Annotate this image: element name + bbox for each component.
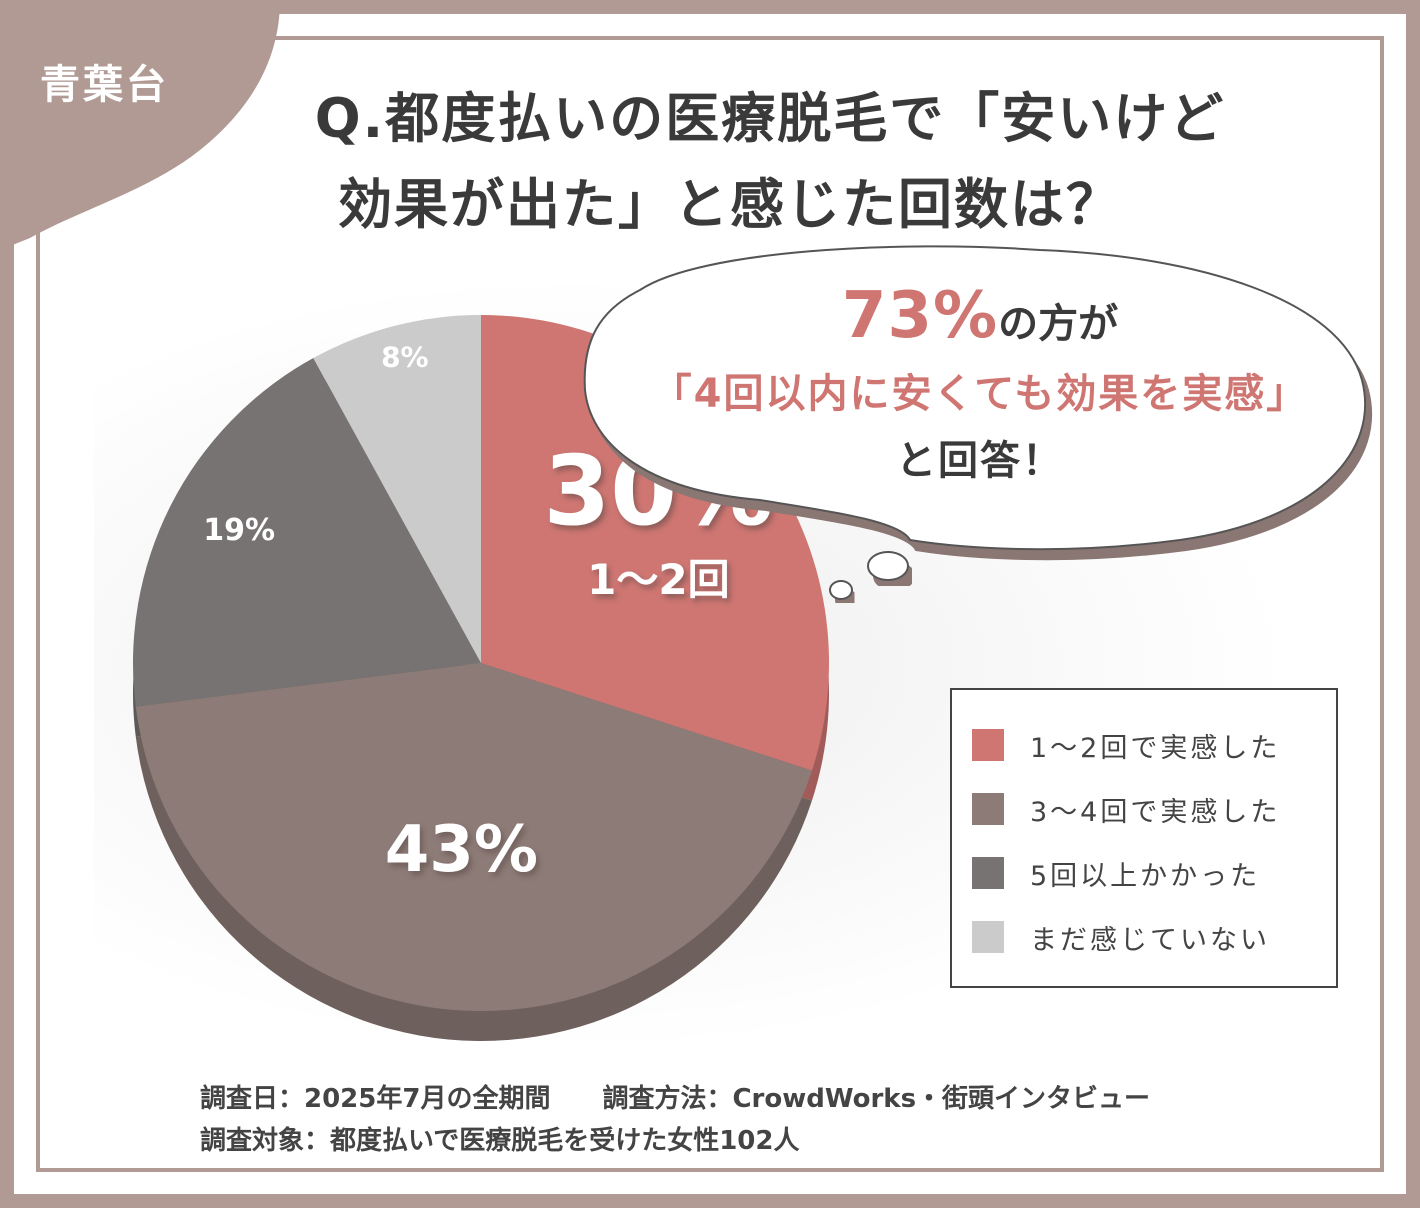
legend-item: 3～4回で実感した: [972, 792, 1281, 828]
title-line-2: 効果が出た」と感じた回数は？: [338, 173, 1122, 236]
legend-item: 1～2回で実感した: [972, 728, 1281, 764]
pie-slice: [313, 315, 481, 663]
slice-percent-label: 43%: [385, 813, 538, 887]
legend-swatch: [972, 921, 1004, 953]
survey-footer: 調査日：2025年7月の全期間 調査方法：CrowdWorks・街頭インタビュー…: [200, 1078, 1150, 1162]
corner-tab: [0, 0, 280, 250]
legend-item: 5回以上かかった: [972, 856, 1261, 892]
footer-line-1: 調査日：2025年7月の全期間 調査方法：CrowdWorks・街頭インタビュー: [200, 1084, 1151, 1114]
legend-label: 1～2回で実感した: [1030, 732, 1281, 764]
legend-swatch: [972, 729, 1004, 761]
slice-sub-label: 1～2回: [587, 555, 729, 604]
legend-label: まだ感じていない: [1030, 924, 1270, 956]
legend-item: まだ感じていない: [972, 920, 1270, 956]
slice-percent-label: 8%: [381, 340, 429, 373]
title-line-1: Q.都度払いの医療脱毛で「安いけど: [314, 87, 1226, 150]
bubble-line3: と回答！: [896, 438, 1064, 484]
slice-percent-label: 19%: [203, 513, 275, 548]
legend-swatch: [972, 793, 1004, 825]
legend-label: 5回以上かかった: [1030, 860, 1261, 892]
footer-line-2: 調査対象：都度払いで医療脱毛を受けた女性102人: [200, 1126, 800, 1156]
bubble-line2: 「4回以内に安くても効果を実感」: [651, 371, 1309, 417]
highlight-percent: 73%: [841, 279, 999, 353]
pie-slice: [481, 315, 829, 771]
page-title: Q.都度払いの医療脱毛で「安いけど 効果が出た」と感じた回数は？: [0, 76, 1420, 248]
bubble-text: 73%の方が 「4回以内に安くても効果を実感」 と回答！: [590, 278, 1370, 496]
legend-swatch: [972, 857, 1004, 889]
legend-label: 3～4回で実感した: [1030, 796, 1281, 828]
inner-frame: [36, 36, 1384, 1172]
brand-label: 青葉台: [40, 62, 169, 108]
pie-slice: [135, 663, 812, 1011]
pie-slice: [132, 358, 481, 707]
bubble-line1-suffix: の方が: [998, 301, 1119, 347]
thought-bubble: [583, 245, 1367, 600]
chart-legend: 1～2回で実感した 3～4回で実感した 5回以上かかった まだ感じていない: [950, 688, 1338, 988]
